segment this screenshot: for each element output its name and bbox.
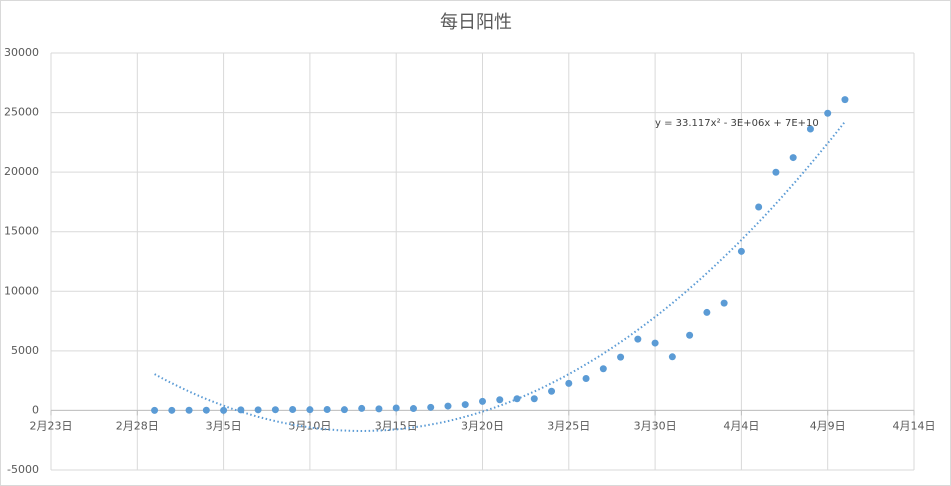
point [755,203,763,211]
point [151,406,159,414]
point [686,331,694,339]
x-tick-label: 2月28日 [116,419,159,432]
point [548,387,556,395]
x-tick-label: 4月9日 [810,419,846,432]
point [306,406,314,414]
point [323,405,331,413]
point [599,365,607,373]
point [772,168,780,176]
point [565,379,573,387]
point [479,397,486,405]
point [720,299,728,307]
point [841,96,849,104]
trendline-label: y = 33.117x² - 3E+06x + 7E+10 [655,118,819,129]
point [271,406,279,414]
point [168,406,176,414]
point [358,404,366,412]
x-tick-label: 4月4日 [723,419,759,432]
point [444,402,452,410]
point [737,247,745,255]
point [289,406,297,414]
y-tick-label: 5000 [11,344,39,357]
point [202,406,210,414]
y-tick-label: 25000 [4,106,39,119]
x-tick-label: 3月30日 [634,419,677,432]
point [340,406,348,414]
x-tick-label: 3月20日 [461,419,504,432]
chart-title: 每日阳性 [440,12,512,33]
point [409,405,417,413]
x-tick-label: 3月5日 [206,419,242,432]
y-tick-label: -5000 [7,463,39,476]
x-tick-label: 3月10日 [288,419,331,432]
y-tick-label: 10000 [4,284,39,297]
point [392,404,400,412]
point [789,154,797,162]
point [427,403,435,411]
point [703,308,711,316]
point [824,109,832,117]
point [582,375,590,383]
point [185,406,193,414]
y-tick-label: 0 [32,403,39,416]
y-tick-label: 20000 [4,165,39,178]
point [254,406,262,414]
point [220,406,228,414]
point [496,396,504,404]
point [461,401,469,409]
x-tick-label: 4月14日 [893,419,936,432]
point [668,353,676,361]
y-tick-label: 30000 [4,46,39,59]
point [530,395,538,403]
point [651,339,659,347]
y-tick-label: 15000 [4,225,39,238]
point [375,405,383,413]
point [806,125,814,133]
x-tick-label: 3月25日 [547,419,590,432]
point [634,335,642,343]
trendline [154,120,846,433]
point [617,353,625,361]
x-tick-label: 2月23日 [30,419,73,432]
